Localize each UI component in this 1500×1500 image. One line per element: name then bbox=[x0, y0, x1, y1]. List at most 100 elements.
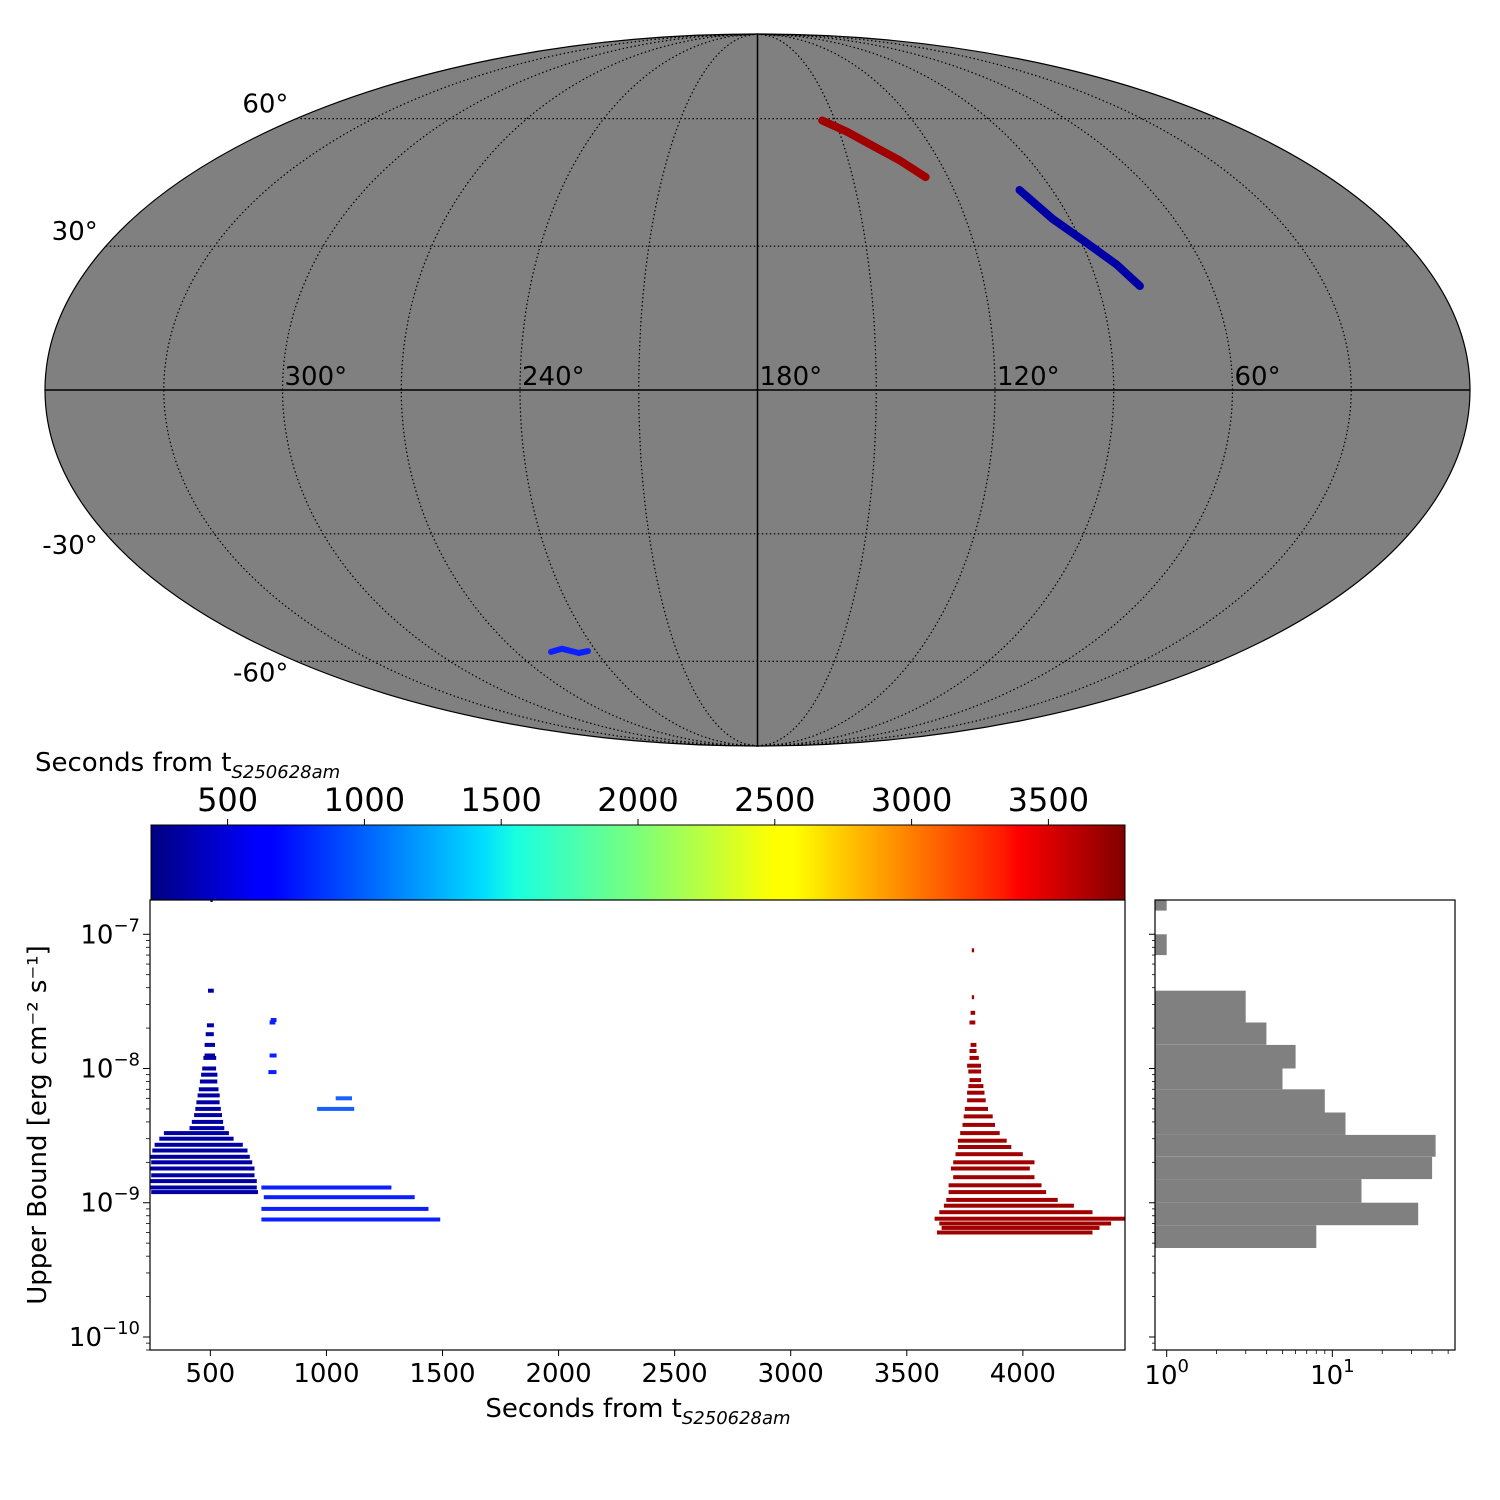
histogram-bin-11 bbox=[1155, 1202, 1419, 1226]
early-pointing-region bbox=[1015, 186, 1144, 290]
late-bar-15 bbox=[962, 1122, 995, 1127]
colorbar-tick-label-1000: 1000 bbox=[324, 781, 405, 819]
mid-bar-6 bbox=[261, 1206, 429, 1211]
scatter-plot-frame bbox=[149, 899, 1126, 1351]
x-tick-label-2500: 2500 bbox=[642, 1359, 708, 1389]
early-bar-3 bbox=[205, 1032, 214, 1037]
late-bar-5 bbox=[969, 1049, 977, 1053]
histogram-bin-10 bbox=[1155, 1179, 1362, 1203]
late-bar-29 bbox=[939, 1221, 1112, 1226]
early-bar-7 bbox=[202, 1066, 217, 1071]
late-bar-18 bbox=[957, 1145, 1012, 1149]
early-bar-5 bbox=[204, 1053, 215, 1058]
colorbar-tick-label-2000: 2000 bbox=[597, 781, 678, 819]
histogram-bin-7 bbox=[1155, 1112, 1346, 1135]
histogram-bin-6 bbox=[1155, 1089, 1325, 1113]
late-bar-8 bbox=[968, 1069, 982, 1074]
early-bar-11 bbox=[197, 1093, 220, 1098]
late-bar-9 bbox=[969, 1078, 982, 1083]
scatter-axes: 500 1000 1500 2000 2500 3000 3500 4000 10−10 10−9… bbox=[69, 915, 1056, 1389]
late-bar-4 bbox=[970, 1042, 977, 1047]
histogram-bin-8 bbox=[1155, 1134, 1436, 1157]
latitude-label-60: 60° bbox=[242, 90, 288, 120]
histogram-bin-12 bbox=[1155, 1225, 1317, 1248]
early-bar-13 bbox=[195, 1106, 221, 1111]
colorbar-tick-label-3000: 3000 bbox=[871, 781, 952, 819]
latitude-label-30: 30° bbox=[52, 217, 98, 247]
early-bar-4 bbox=[204, 1042, 215, 1047]
late-bar-27 bbox=[939, 1210, 1093, 1215]
early-bar-8 bbox=[201, 1072, 218, 1077]
y-tick-label: 10−8 bbox=[80, 1050, 140, 1085]
longitude-label-240: 240° bbox=[522, 362, 585, 392]
mid-2-bar-0 bbox=[335, 1096, 352, 1101]
mid-bar-0 bbox=[270, 1018, 277, 1022]
late-bar-12 bbox=[967, 1098, 986, 1103]
late-bar-16 bbox=[960, 1131, 1000, 1136]
latitude-label--30: -30° bbox=[42, 531, 97, 561]
colorbar-tick-label-3500: 3500 bbox=[1008, 781, 1089, 819]
early-bar-26 bbox=[150, 1185, 257, 1190]
x-tick-label-3500: 3500 bbox=[874, 1359, 940, 1389]
late-bar-19 bbox=[955, 1152, 1023, 1157]
longitude-label-180: 180° bbox=[760, 362, 823, 392]
early-bar-24 bbox=[151, 1173, 255, 1178]
late-bar-6 bbox=[969, 1055, 979, 1060]
sky-map-graticule bbox=[45, 33, 1470, 747]
scatter-data-bars bbox=[150, 898, 1125, 1235]
late-bar-13 bbox=[964, 1106, 988, 1111]
early-bar-2 bbox=[206, 1023, 214, 1028]
mid-bar-2 bbox=[269, 1053, 277, 1058]
early-bar-10 bbox=[198, 1087, 219, 1092]
x-tick-label-1500: 1500 bbox=[409, 1359, 475, 1389]
late-bar-28 bbox=[934, 1216, 1125, 1221]
early-bar-1 bbox=[208, 988, 214, 993]
scatter-x-axis-label: Seconds from tS250628am bbox=[485, 1394, 790, 1429]
meridian-270 bbox=[400, 33, 758, 747]
early-bar-19 bbox=[154, 1142, 243, 1147]
early-bar-20 bbox=[152, 1148, 248, 1153]
early-bar-25 bbox=[150, 1179, 257, 1184]
late-bar-24 bbox=[948, 1190, 1047, 1195]
latitude-label--60: -60° bbox=[233, 658, 288, 688]
colorbar-gradient bbox=[150, 824, 1126, 901]
sky-map-tick-labels: 300° 240° 180° 120° 60° 60° 30° -30° -60° bbox=[42, 90, 1280, 689]
late-bar-11 bbox=[967, 1090, 985, 1095]
early-bar-9 bbox=[199, 1079, 218, 1084]
colorbar: Seconds from tS250628am 500 1000 1500 2000 2… bbox=[35, 748, 1126, 901]
late-bar-30 bbox=[941, 1225, 1100, 1230]
colorbar-label: Seconds from tS250628am bbox=[35, 748, 340, 783]
histogram-bin-5 bbox=[1155, 1068, 1283, 1090]
mid-2-bar-1 bbox=[317, 1106, 355, 1111]
longitude-label-120: 120° bbox=[997, 362, 1060, 392]
early-bar-12 bbox=[196, 1100, 220, 1105]
colorbar-tick-label-2500: 2500 bbox=[734, 781, 815, 819]
early-bar-17 bbox=[163, 1131, 229, 1136]
colorbar-tick-label-500: 500 bbox=[197, 781, 258, 819]
early-bar-27 bbox=[151, 1190, 258, 1195]
late-bar-26 bbox=[943, 1203, 1074, 1208]
late-bar-0 bbox=[971, 948, 975, 953]
mid-bar-5 bbox=[263, 1195, 415, 1200]
x-tick-label-1000: 1000 bbox=[293, 1359, 359, 1389]
late-bar-22 bbox=[953, 1175, 1035, 1180]
sky-map: 300° 240° 180° 120° 60° 60° 30° -30° -60° bbox=[42, 33, 1471, 747]
late-bar-23 bbox=[948, 1183, 1042, 1188]
histogram-bin-3 bbox=[1155, 1022, 1267, 1045]
longitude-label-60: 60° bbox=[1235, 362, 1281, 392]
histogram-x-tick-label: 100 bbox=[1144, 1356, 1189, 1391]
longitude-label-300: 300° bbox=[285, 362, 348, 392]
histogram-frame bbox=[1154, 899, 1456, 1351]
mid-bar-3 bbox=[268, 1070, 277, 1075]
late-bar-2 bbox=[970, 1010, 976, 1015]
histogram-x-tick-label: 101 bbox=[1310, 1356, 1355, 1391]
upper-bound-scatter-plot: 500 1000 1500 2000 2500 3000 3500 4000 10−10 10−9… bbox=[23, 898, 1126, 1429]
late-bar-1 bbox=[971, 995, 975, 1000]
late-bar-7 bbox=[967, 1063, 981, 1068]
mid-bar-4 bbox=[261, 1185, 392, 1190]
late-bar-14 bbox=[963, 1114, 993, 1119]
histogram-bin-9 bbox=[1155, 1156, 1433, 1180]
late-bar-20 bbox=[953, 1160, 1035, 1165]
early-bar-6 bbox=[203, 1055, 217, 1060]
histogram-bin-2 bbox=[1155, 990, 1246, 1023]
